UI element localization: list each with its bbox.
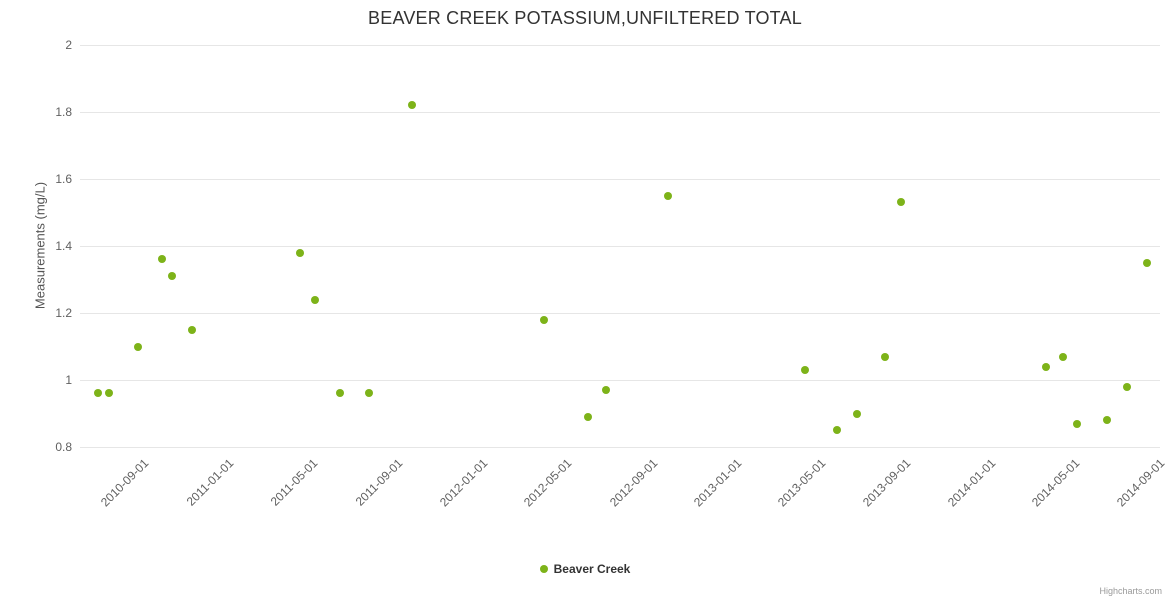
x-axis-tick-label: 2012-09-01 <box>606 456 660 510</box>
y-gridline <box>80 112 1160 113</box>
chart-title: BEAVER CREEK POTASSIUM,UNFILTERED TOTAL <box>368 8 802 28</box>
data-point[interactable] <box>602 386 610 394</box>
data-point[interactable] <box>540 316 548 324</box>
y-gridline <box>80 447 1160 448</box>
x-axis-tick-label: 2014-05-01 <box>1028 456 1082 510</box>
y-axis-tick-label: 2 <box>65 38 72 52</box>
x-axis-tick-label: 2013-09-01 <box>859 456 913 510</box>
data-point[interactable] <box>188 326 196 334</box>
y-gridline <box>80 246 1160 247</box>
x-axis-tick-label: 2010-09-01 <box>97 456 151 510</box>
y-axis-tick-label: 1.2 <box>55 306 72 320</box>
x-axis-tick-label: 2014-01-01 <box>944 456 998 510</box>
x-axis-tick-label: 2011-05-01 <box>267 456 320 509</box>
data-point[interactable] <box>365 389 373 397</box>
y-gridline <box>80 380 1160 381</box>
data-point[interactable] <box>833 426 841 434</box>
data-point[interactable] <box>584 413 592 421</box>
x-axis-tick-label: 2012-05-01 <box>520 456 574 510</box>
data-point[interactable] <box>897 198 905 206</box>
y-gridline <box>80 45 1160 46</box>
y-axis-tick-label: 1 <box>65 373 72 387</box>
data-point[interactable] <box>311 296 319 304</box>
data-point[interactable] <box>168 272 176 280</box>
legend-label: Beaver Creek <box>553 562 631 576</box>
data-point[interactable] <box>134 343 142 351</box>
legend-item-beaver-creek[interactable]: Beaver Creek <box>0 562 1170 576</box>
data-point[interactable] <box>1059 353 1067 361</box>
data-point[interactable] <box>296 249 304 257</box>
y-axis-tick-label: 1.8 <box>55 105 72 119</box>
y-axis-tick-label: 1.4 <box>55 239 72 253</box>
data-point[interactable] <box>1143 259 1151 267</box>
x-axis-tick-label: 2011-09-01 <box>352 456 405 509</box>
data-point[interactable] <box>94 389 102 397</box>
data-point[interactable] <box>1042 363 1050 371</box>
data-point[interactable] <box>1123 383 1131 391</box>
x-axis-tick-label: 2011-01-01 <box>183 456 236 509</box>
data-point[interactable] <box>1073 420 1081 428</box>
data-point[interactable] <box>158 255 166 263</box>
x-axis-tick-label: 2013-01-01 <box>690 456 744 510</box>
data-point[interactable] <box>801 366 809 374</box>
y-gridline <box>80 313 1160 314</box>
highcharts-credits-link[interactable]: Highcharts.com <box>1099 586 1162 596</box>
y-axis-tick-label: 1.6 <box>55 172 72 186</box>
data-point[interactable] <box>1103 416 1111 424</box>
y-gridline <box>80 179 1160 180</box>
data-point[interactable] <box>105 389 113 397</box>
data-point[interactable] <box>336 389 344 397</box>
data-point[interactable] <box>664 192 672 200</box>
data-point[interactable] <box>881 353 889 361</box>
data-point[interactable] <box>408 101 416 109</box>
y-axis-tick-label: 0.8 <box>55 440 72 454</box>
data-point[interactable] <box>853 410 861 418</box>
x-axis-tick-label: 2012-01-01 <box>436 456 490 510</box>
x-axis-tick-label: 2014-09-01 <box>1113 456 1167 510</box>
x-axis-tick-label: 2013-05-01 <box>774 456 828 510</box>
legend-marker-icon <box>539 565 548 573</box>
